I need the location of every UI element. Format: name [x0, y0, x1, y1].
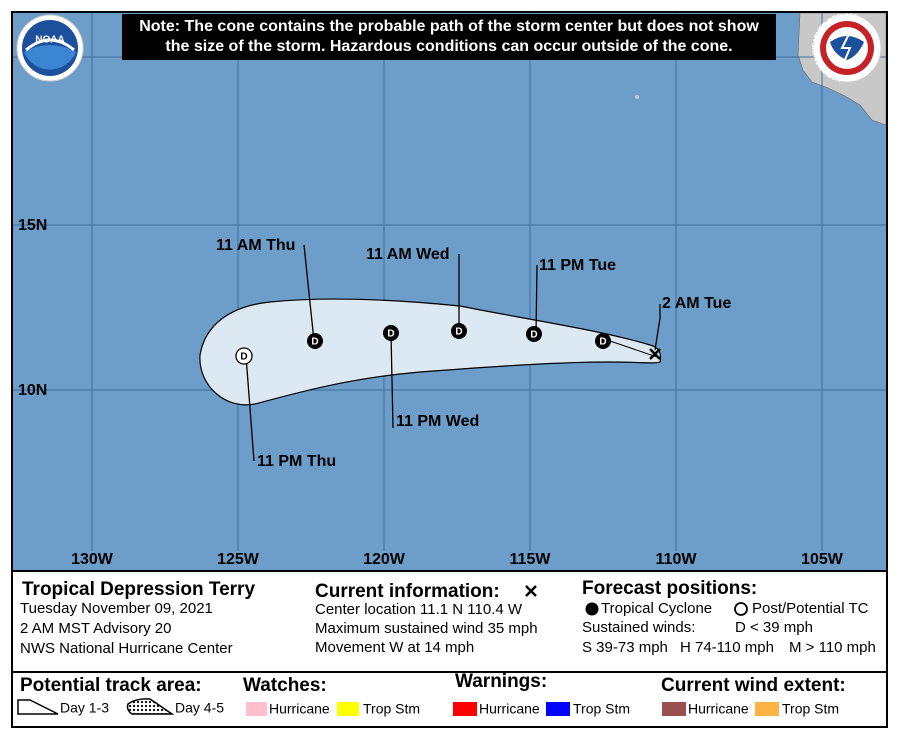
info-line: M > 110 mph: [789, 639, 876, 656]
legend-text: Day 1-3: [60, 700, 109, 716]
swatch: [337, 702, 359, 716]
info-line: Tuesday November 09, 2021: [20, 600, 213, 617]
cone-icon: [17, 699, 59, 715]
note-box: [122, 14, 776, 60]
info-line: Tropical Cyclone: [601, 600, 712, 617]
marker-letter: D: [387, 329, 394, 340]
forecast-label: 2 AM Tue: [662, 295, 731, 312]
leader-lines: [245, 244, 661, 462]
island: [635, 95, 639, 99]
lon-label: 130W: [71, 551, 114, 568]
forecast-title: Forecast positions:: [582, 578, 757, 599]
legend-title: Warnings:: [455, 671, 547, 692]
shape: [840, 33, 852, 63]
lat-label: 15N: [18, 217, 47, 234]
markers: D D D D D D: [235, 323, 661, 365]
track-line: [609, 340, 661, 359]
shape: [526, 326, 542, 342]
forecast-cone: [199, 298, 662, 406]
legend-title: Current wind extent:: [661, 675, 846, 696]
info-line: NWS National Hurricane Center: [20, 640, 233, 657]
lon-label: 120W: [363, 551, 406, 568]
legend-dot: [585, 602, 599, 616]
forecast-label: 11 PM Tue: [539, 257, 616, 274]
shape: [383, 325, 399, 341]
storm-title: Tropical Depression Terry: [22, 579, 255, 600]
cone-icon: [126, 698, 175, 715]
shape: [595, 333, 611, 349]
outer-frame: [11, 11, 888, 728]
shape: [24, 45, 76, 70]
current-icon: [525, 585, 537, 597]
legend-text: Hurricane: [269, 701, 330, 717]
info-line: Center location 11.1 N 110.4 W: [315, 601, 523, 618]
shape: [390, 332, 394, 429]
legend-text: Trop Stm: [782, 701, 839, 717]
legend-dot: [734, 602, 748, 616]
shape: [303, 244, 315, 342]
legend-text: Hurricane: [688, 701, 749, 717]
info-line: H 74-110 mph: [680, 639, 774, 656]
ocean: [13, 13, 886, 571]
legend-title: Potential track area:: [20, 675, 202, 696]
swatch: [246, 702, 267, 716]
info-line: D < 39 mph: [735, 619, 813, 636]
lon-label: 110W: [656, 551, 698, 568]
legend-text: Hurricane: [479, 701, 540, 717]
info-line: S 39-73 mph: [582, 639, 668, 656]
forecast-label: 11 AM Wed: [366, 246, 450, 263]
marker-letter: D: [455, 327, 462, 338]
swatch: [546, 702, 570, 716]
current-title: Current information:: [315, 581, 500, 602]
logo-text: NOAA: [35, 35, 64, 46]
swatch: [453, 702, 477, 716]
note-text: Note: The cone contains the probable pat…: [139, 18, 759, 35]
shape: [307, 333, 323, 349]
lon-label: 105W: [801, 551, 844, 568]
current-position: [649, 348, 661, 360]
forecast-label: 11 PM Wed: [396, 413, 479, 430]
legend-title: Watches:: [243, 675, 327, 696]
swatch: [662, 702, 686, 716]
info-line: Post/Potential TC: [752, 600, 869, 617]
legend-text: Day 4-5: [175, 700, 224, 716]
axis-strip: [13, 551, 886, 571]
swatch: [755, 702, 779, 716]
info-line: Sustained winds:: [582, 619, 695, 636]
lon-label: 125W: [217, 551, 260, 568]
forecast-label: 11 PM Thu: [257, 453, 336, 470]
shape: [451, 323, 467, 339]
info-line: Maximum sustained wind 35 mph: [315, 620, 538, 637]
legend-text: Trop Stm: [363, 701, 420, 717]
marker-letter: D: [311, 337, 318, 348]
lon-label: 115W: [510, 551, 552, 568]
shape: [654, 304, 661, 351]
shape: [235, 347, 253, 365]
info-line: 2 AM MST Advisory 20: [20, 620, 171, 637]
legend-text: Trop Stm: [573, 701, 630, 717]
forecast-label: 11 AM Thu: [216, 237, 295, 254]
shape: [25, 38, 75, 52]
info-line: Movement W at 14 mph: [315, 639, 474, 656]
note-text: the size of the storm. Hazardous conditi…: [165, 38, 732, 55]
shape: [245, 355, 255, 462]
nws-logo: NATIONAL WEATHER SERVICE: [812, 13, 882, 83]
shape: [535, 264, 538, 335]
lat-label: 10N: [18, 382, 47, 399]
marker-letter: D: [240, 352, 247, 363]
marker-letter: D: [530, 330, 537, 341]
marker-letter: D: [599, 337, 606, 348]
noaa-logo: NOAA: [16, 14, 84, 82]
